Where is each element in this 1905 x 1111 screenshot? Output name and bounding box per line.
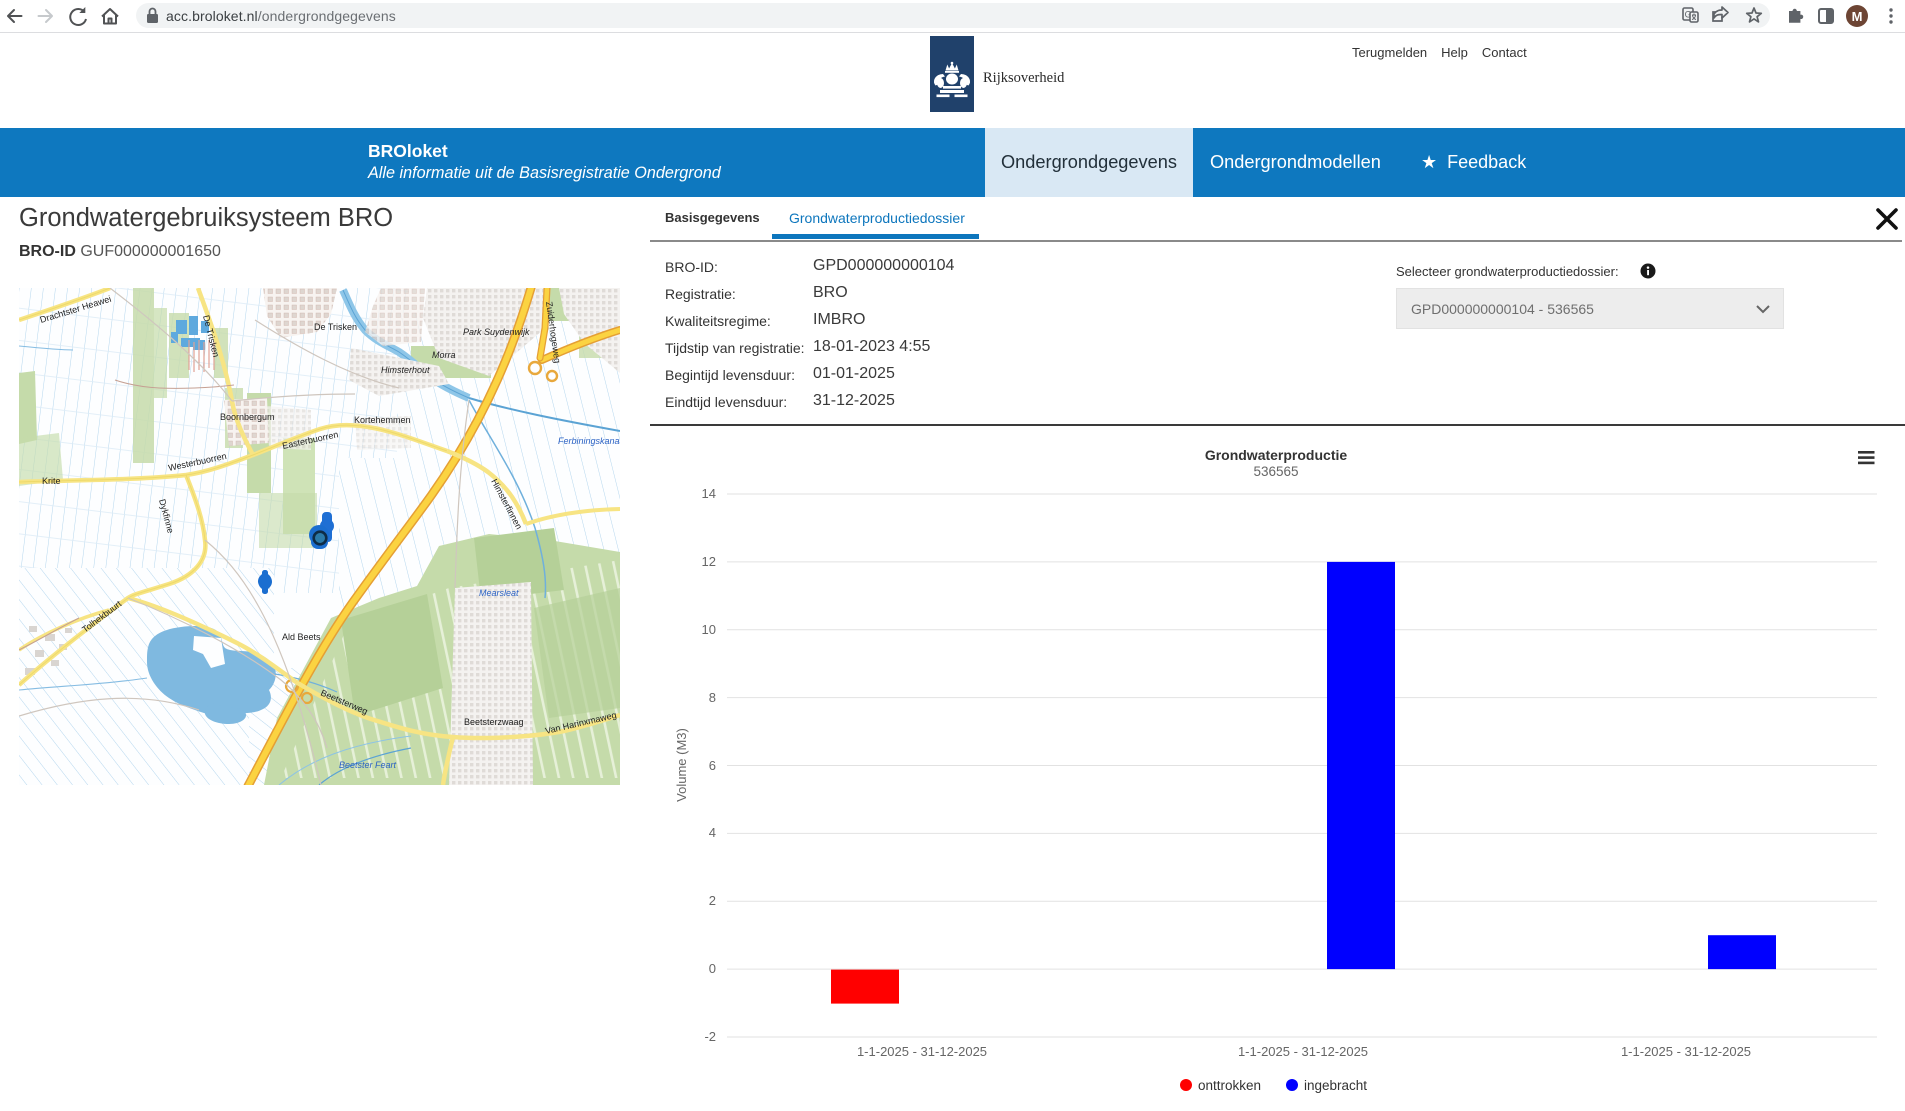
svg-text:Park Suydenwijk: Park Suydenwijk [463,327,530,337]
svg-text:Grondwaterproductie: Grondwaterproductie [1205,447,1348,463]
svg-text:1-1-2025 - 31-12-2025: 1-1-2025 - 31-12-2025 [857,1044,987,1059]
svg-text:14: 14 [702,486,716,501]
svg-text:De Trisken: De Trisken [314,322,357,332]
svg-text:6: 6 [709,758,716,773]
svg-text:Kortehemmen: Kortehemmen [354,415,411,425]
svg-text:Mearsleat: Mearsleat [479,588,519,598]
svg-text:G: G [1685,10,1692,20]
svg-text:Krite: Krite [42,476,61,486]
svg-text:Volume (M3): Volume (M3) [674,728,689,802]
svg-text:onttrokken: onttrokken [1198,1078,1261,1093]
svg-text:4: 4 [709,825,716,840]
svg-text:Morra: Morra [432,350,456,360]
svg-text:Ferbiningskanaal: Ferbiningskanaal [558,436,620,446]
svg-text:M: M [1852,9,1863,24]
svg-text:536565: 536565 [1253,464,1298,479]
svg-text:-2: -2 [704,1029,716,1044]
svg-text:Boornbergum: Boornbergum [220,412,275,422]
svg-text:10: 10 [702,622,716,637]
svg-text:1-1-2025 - 31-12-2025: 1-1-2025 - 31-12-2025 [1238,1044,1368,1059]
svg-text:2: 2 [709,893,716,908]
svg-text:ingebracht: ingebracht [1304,1078,1367,1093]
svg-text:12: 12 [702,554,716,569]
svg-text:Ald Beets: Ald Beets [282,632,321,642]
svg-text:Beetsterzwaag: Beetsterzwaag [464,717,524,727]
svg-text:1-1-2025 - 31-12-2025: 1-1-2025 - 31-12-2025 [1621,1044,1751,1059]
svg-text:8: 8 [709,690,716,705]
svg-text:Beetster Feart: Beetster Feart [339,760,397,770]
svg-text:Himsterhout: Himsterhout [381,365,430,375]
svg-text:0: 0 [709,961,716,976]
